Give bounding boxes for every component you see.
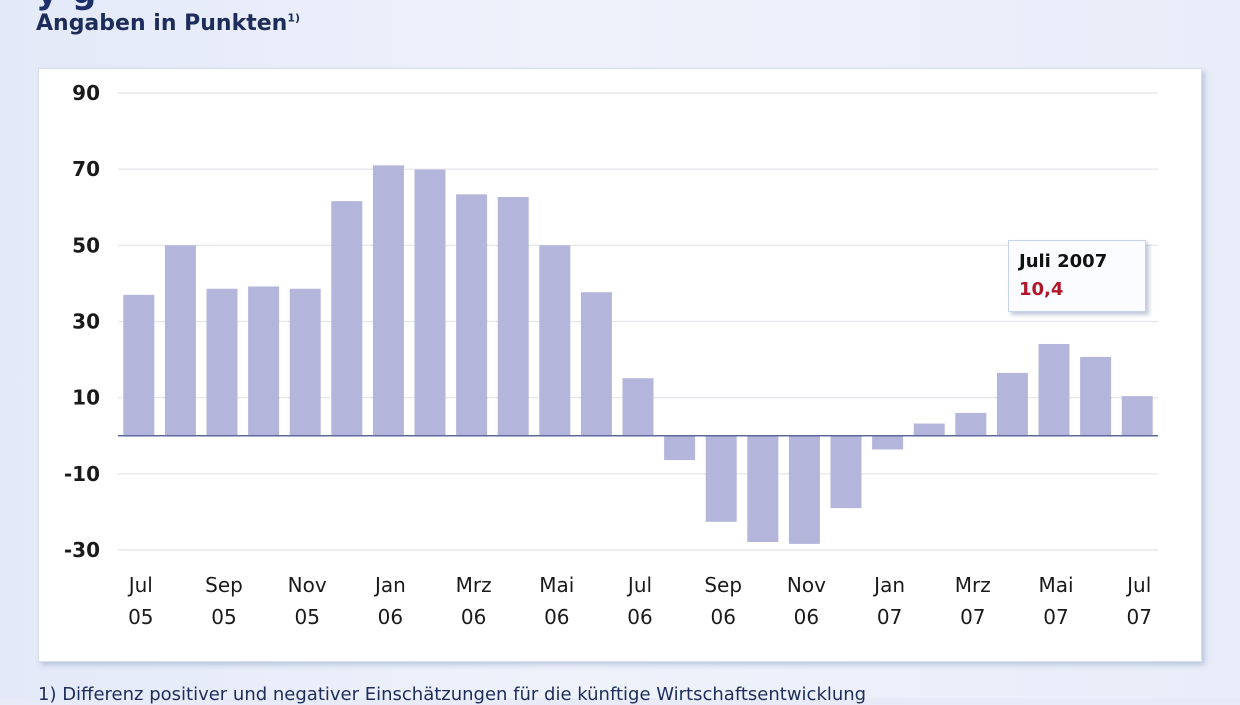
x-tick-month: Jul: [1125, 573, 1151, 597]
x-tick-year: 06: [627, 605, 652, 629]
bar: [872, 435, 904, 450]
y-tick-label: 90: [72, 81, 100, 105]
bars: [123, 165, 1153, 544]
x-tick-month: Mrz: [955, 573, 991, 597]
bar: [1080, 356, 1112, 436]
bar: [664, 435, 696, 461]
value-callout: Juli 2007 10,4: [1008, 240, 1146, 312]
x-tick-year: 07: [1043, 605, 1068, 629]
bar: [372, 165, 404, 436]
x-tick-year: 06: [461, 605, 486, 629]
x-tick-year: 06: [710, 605, 735, 629]
x-tick-year: 07: [877, 605, 902, 629]
x-tick-year: 07: [960, 605, 985, 629]
y-tick-label: 50: [72, 233, 100, 257]
y-tick-label: -10: [64, 462, 100, 486]
callout-value: 10,4: [1019, 279, 1064, 300]
footnote-marker: 1): [287, 11, 301, 25]
x-tick-month: Sep: [205, 573, 243, 597]
bar: [996, 372, 1028, 436]
bar: [747, 435, 779, 543]
bar: [830, 435, 862, 509]
chart-subtitle: Angaben in Punkten1): [36, 11, 300, 36]
bar: [788, 435, 820, 544]
bar: [1038, 343, 1070, 436]
x-tick-month: Mai: [539, 573, 574, 597]
bar: [955, 412, 987, 436]
x-tick-month: Mrz: [456, 573, 492, 597]
y-tick-label: 30: [72, 310, 100, 334]
x-tick-month: Sep: [704, 573, 742, 597]
x-tick-year: 05: [294, 605, 319, 629]
bar: [123, 294, 155, 436]
bar: [414, 169, 446, 436]
bar: [289, 288, 321, 436]
x-tick-month: Nov: [288, 573, 327, 597]
subtitle-text: Angaben in Punkten: [36, 11, 288, 36]
bar: [248, 286, 280, 436]
bar: [705, 435, 737, 522]
x-axis-ticks: Jul 05 Sep 05 Nov 05 Jan 06 Mrz 06 Mai 06 Jul 06 Sep 06…: [127, 573, 1152, 629]
x-tick-year: 05: [211, 605, 236, 629]
x-tick-month: Jul: [626, 573, 652, 597]
x-tick-year: 06: [794, 605, 819, 629]
bar: [164, 245, 196, 436]
bar: [913, 423, 945, 436]
x-tick-month: Jan: [373, 573, 406, 597]
footnote: 1) Differenz positiver und negativer Ein…: [38, 684, 867, 705]
bar: [497, 196, 529, 436]
x-tick-month: Jul: [127, 573, 153, 597]
bar: [331, 201, 363, 436]
chart-title-fragment: y g: [36, 0, 97, 12]
bar: [456, 194, 488, 436]
bar: [206, 288, 238, 436]
x-tick-year: 05: [128, 605, 153, 629]
bar: [622, 378, 654, 436]
bar: [1121, 396, 1153, 436]
x-tick-year: 07: [1126, 605, 1151, 629]
x-tick-month: Nov: [787, 573, 826, 597]
x-tick-month: Jan: [872, 573, 905, 597]
y-tick-label: 10: [72, 386, 100, 410]
x-tick-year: 06: [378, 605, 403, 629]
x-tick-year: 06: [544, 605, 569, 629]
bar: [580, 292, 612, 436]
y-axis-ticks: 90 70 50 30 10 -10 -30: [64, 81, 100, 562]
callout-label: Juli 2007: [1019, 251, 1108, 272]
bar: [539, 245, 571, 436]
x-tick-month: Mai: [1038, 573, 1073, 597]
y-tick-label: -30: [64, 538, 100, 562]
y-tick-label: 70: [72, 157, 100, 181]
